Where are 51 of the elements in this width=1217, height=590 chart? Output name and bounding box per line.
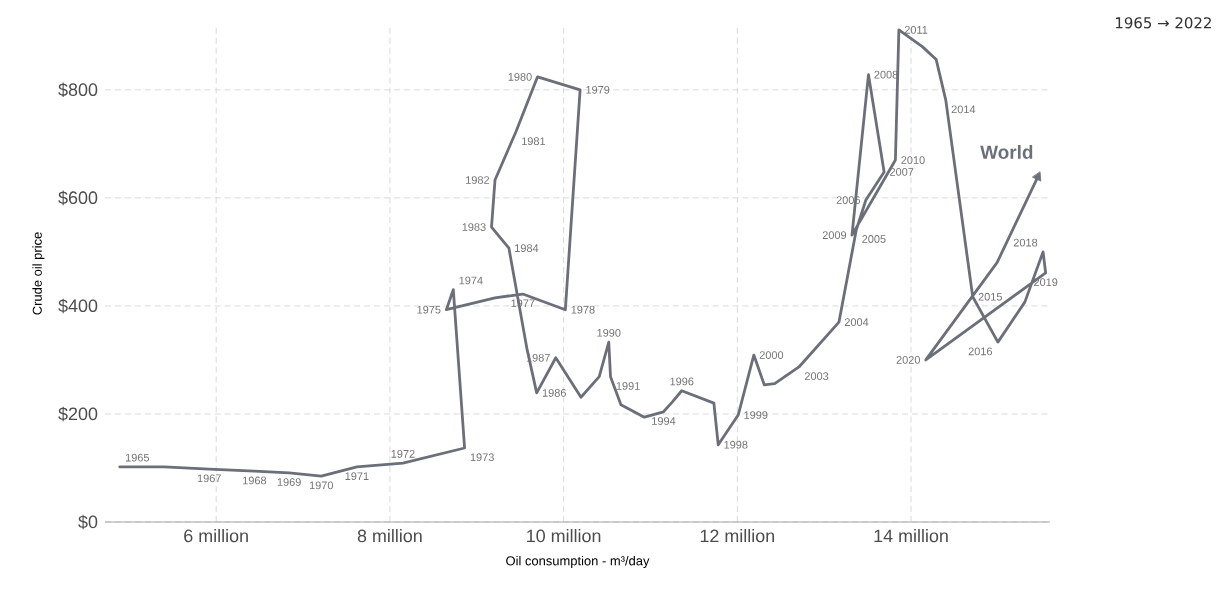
- annotation: 1986: [542, 389, 566, 397]
- annotation: 1984: [515, 244, 539, 252]
- x-tick-label: 10 million: [527, 529, 601, 543]
- y-tick-label: $200: [58, 406, 98, 422]
- annotation: 1990: [597, 328, 621, 337]
- annotation: 1978: [571, 305, 595, 314]
- annotation: 2018: [1013, 238, 1038, 247]
- annotation: 2003: [804, 372, 829, 381]
- annotation: 1967: [197, 474, 221, 483]
- text: 1965 → 2022: [1116, 17, 1211, 29]
- y-tick-label: $0: [78, 514, 98, 530]
- annotation: 1968: [243, 476, 267, 485]
- annotation: 1979: [586, 85, 610, 94]
- annotation: 1973: [470, 453, 494, 462]
- annotation: 1974: [459, 276, 483, 285]
- annotation: 2005: [862, 235, 886, 243]
- annotation: 2016: [968, 347, 993, 356]
- y-tick-label: $600: [58, 190, 98, 206]
- x-tick-label: 12 million: [700, 529, 774, 543]
- annotation: 2000: [759, 351, 784, 359]
- x-tick-label: 14 million: [874, 529, 948, 543]
- annotation: 1972: [391, 449, 415, 458]
- series-label: World: [980, 145, 1033, 159]
- x-tick-label: 8 million: [357, 529, 422, 543]
- annotation: 1998: [724, 440, 748, 449]
- annotation: 1975: [417, 305, 441, 314]
- annotation: 2009: [822, 231, 847, 240]
- annotation: 1991: [616, 382, 640, 390]
- y-tick-label: $400: [58, 298, 98, 314]
- y-axis-title: Crude oil price: [32, 232, 45, 315]
- annotation: 1970: [309, 481, 334, 490]
- annotation: 2007: [890, 168, 914, 176]
- annotation: 1996: [670, 377, 694, 386]
- annotation: 2004: [844, 318, 869, 326]
- annotation: 2011: [904, 25, 928, 34]
- annotation: 1981: [522, 137, 546, 146]
- annotation: 2014: [951, 105, 976, 114]
- annotation: 2020: [896, 356, 920, 364]
- annotation: 1983: [462, 223, 486, 231]
- annotation: 1982: [466, 176, 490, 184]
- annotation: 1999: [744, 411, 768, 419]
- annotation: 1980: [508, 72, 532, 81]
- x-tick-label: 6 million: [184, 529, 248, 543]
- annotation: 2015: [978, 292, 1002, 301]
- annotation: 2010: [901, 156, 925, 164]
- y-tick-label: $800: [58, 82, 98, 98]
- annotation: 1971: [345, 472, 369, 481]
- annotation: 1965: [125, 453, 150, 462]
- x-axis-title: Oil consumption - m³/day: [506, 555, 650, 568]
- annotation: 1994: [652, 417, 676, 425]
- annotation: 1969: [277, 478, 301, 486]
